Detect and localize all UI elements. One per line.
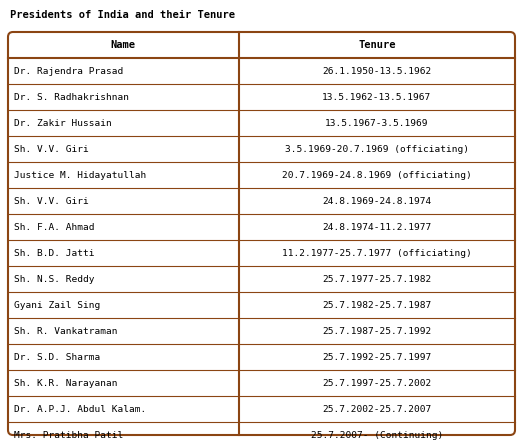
Text: Sh. V.V. Giri: Sh. V.V. Giri [14, 145, 89, 153]
Text: Sh. K.R. Narayanan: Sh. K.R. Narayanan [14, 378, 118, 388]
Text: Sh. V.V. Giri: Sh. V.V. Giri [14, 197, 89, 206]
Text: Dr. A.P.J. Abdul Kalam.: Dr. A.P.J. Abdul Kalam. [14, 404, 146, 414]
Text: 25.7.1997-25.7.2002: 25.7.1997-25.7.2002 [322, 378, 431, 388]
Text: 25.7.1977-25.7.1982: 25.7.1977-25.7.1982 [322, 274, 431, 283]
Text: Sh. N.S. Reddy: Sh. N.S. Reddy [14, 274, 95, 283]
Text: Dr. S. Radhakrishnan: Dr. S. Radhakrishnan [14, 92, 129, 102]
Text: Name: Name [111, 40, 136, 50]
Text: Sh. B.D. Jatti: Sh. B.D. Jatti [14, 248, 95, 258]
Text: Tenure: Tenure [358, 40, 395, 50]
Text: Dr. Rajendra Prasad: Dr. Rajendra Prasad [14, 66, 123, 76]
Text: 25.7.2007- (Continuing): 25.7.2007- (Continuing) [311, 431, 443, 439]
Text: 25.7.1992-25.7.1997: 25.7.1992-25.7.1997 [322, 353, 431, 362]
Text: 20.7.1969-24.8.1969 (officiating): 20.7.1969-24.8.1969 (officiating) [282, 171, 472, 179]
Text: 13.5.1962-13.5.1967: 13.5.1962-13.5.1967 [322, 92, 431, 102]
Text: Dr. Zakir Hussain: Dr. Zakir Hussain [14, 118, 112, 127]
Text: 3.5.1969-20.7.1969 (officiating): 3.5.1969-20.7.1969 (officiating) [285, 145, 469, 153]
Text: 24.8.1969-24.8.1974: 24.8.1969-24.8.1974 [322, 197, 431, 206]
Text: Gyani Zail Sing: Gyani Zail Sing [14, 301, 100, 309]
Text: Justice M. Hidayatullah: Justice M. Hidayatullah [14, 171, 146, 179]
Text: 13.5.1967-3.5.1969: 13.5.1967-3.5.1969 [325, 118, 428, 127]
Text: 25.7.1987-25.7.1992: 25.7.1987-25.7.1992 [322, 327, 431, 335]
Text: Sh. R. Vankatraman: Sh. R. Vankatraman [14, 327, 118, 335]
Text: Presidents of India and their Tenure: Presidents of India and their Tenure [10, 10, 235, 20]
FancyBboxPatch shape [8, 32, 515, 435]
Text: Sh. F.A. Ahmad: Sh. F.A. Ahmad [14, 222, 95, 232]
Text: 26.1.1950-13.5.1962: 26.1.1950-13.5.1962 [322, 66, 431, 76]
Text: 24.8.1974-11.2.1977: 24.8.1974-11.2.1977 [322, 222, 431, 232]
Text: 25.7.1982-25.7.1987: 25.7.1982-25.7.1987 [322, 301, 431, 309]
Text: Dr. S.D. Sharma: Dr. S.D. Sharma [14, 353, 100, 362]
Text: Mrs. Pratibha Patil: Mrs. Pratibha Patil [14, 431, 123, 439]
Text: 25.7.2002-25.7.2007: 25.7.2002-25.7.2007 [322, 404, 431, 414]
Text: 11.2.1977-25.7.1977 (officiating): 11.2.1977-25.7.1977 (officiating) [282, 248, 472, 258]
